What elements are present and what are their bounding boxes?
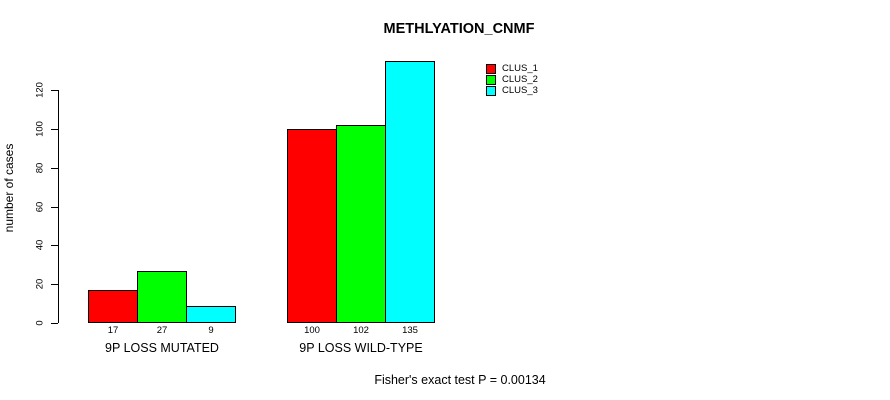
- category-label: 9P LOSS MUTATED: [105, 341, 219, 355]
- y-tick-label: 60: [34, 201, 46, 212]
- y-tick-mark: [51, 245, 58, 247]
- bar-value-label: 100: [304, 325, 320, 336]
- clus_2-bar: [137, 271, 187, 323]
- bar-value-label: 17: [107, 325, 119, 336]
- y-tick-mark: [51, 128, 58, 130]
- fisher-test-annotation: Fisher's exact test P = 0.00134: [374, 373, 546, 387]
- bar-value-label: 102: [353, 325, 369, 336]
- y-tick-mark: [51, 206, 58, 208]
- clus_3-bar: [385, 61, 435, 323]
- legend-label: CLUS_3: [502, 84, 538, 96]
- bar-value-label: 135: [402, 325, 418, 336]
- bar-value-label: 27: [156, 325, 168, 336]
- y-tick-mark: [51, 167, 58, 169]
- clus_1-bar: [88, 290, 138, 323]
- bar-value-label: 9: [208, 325, 214, 336]
- y-tick-mark: [51, 323, 58, 324]
- legend-swatch: [486, 75, 496, 86]
- legend-label: CLUS_2: [502, 74, 538, 86]
- legend-swatch: [486, 85, 496, 96]
- y-tick-label: 80: [34, 162, 46, 173]
- clus_3-bar: [186, 306, 236, 323]
- category-label: 9P LOSS WILD-TYPE: [299, 341, 423, 355]
- y-tick-label: 120: [34, 82, 46, 98]
- legend-label: CLUS_1: [502, 63, 538, 75]
- y-tick-label: 100: [34, 120, 46, 137]
- legend-swatch: [486, 64, 496, 75]
- legend: CLUS_1 CLUS_2 CLUS_3: [486, 64, 538, 96]
- legend-item: CLUS_2: [486, 75, 538, 86]
- chart-title: METHLYATION_CNMF: [383, 21, 535, 37]
- y-tick-label: 0: [34, 320, 46, 326]
- clus_2-bar: [336, 125, 386, 323]
- y-tick-mark: [51, 284, 58, 286]
- legend-item: CLUS_1: [486, 64, 538, 75]
- legend-item: CLUS_3: [486, 85, 538, 96]
- clus_1-bar: [287, 129, 337, 323]
- y-tick-mark: [51, 90, 58, 91]
- y-tick-label: 40: [34, 240, 46, 251]
- y-axis-line: [58, 90, 59, 323]
- y-tick-label: 20: [34, 278, 46, 290]
